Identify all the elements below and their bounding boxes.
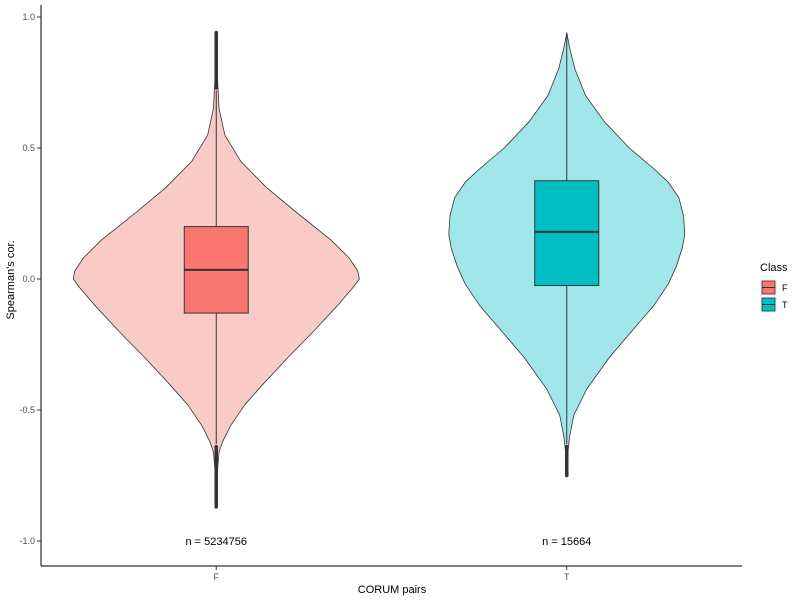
- y-tick-label: 1.0: [22, 12, 35, 22]
- y-tick-label: 0.0: [22, 274, 35, 284]
- n-label-F: n = 5234756: [186, 536, 247, 548]
- plot-area: n = 5234756 n = 15664: [72, 30, 686, 548]
- legend-key-F: F: [760, 279, 788, 296]
- outliers-low-T: [564, 444, 569, 478]
- outliers-high-F: [214, 30, 219, 90]
- y-tick-label: 0.5: [22, 143, 35, 153]
- box-T: [534, 180, 600, 287]
- legend-key-T: T: [760, 296, 788, 313]
- legend: Class FT: [760, 262, 788, 313]
- outlier-point: [214, 30, 219, 35]
- violin-group-T: n = 15664: [448, 32, 686, 548]
- axes: -1.0 -0.5 0.0 0.5 1.0 F T: [19, 5, 742, 582]
- legend-title: Class: [760, 262, 788, 274]
- outlier-point: [564, 444, 569, 449]
- x-tick-label: F: [214, 572, 220, 582]
- x-axis-title: CORUM pairs: [358, 584, 427, 596]
- y-axis-title: Spearman's cor.: [5, 240, 17, 319]
- n-label-T: n = 15664: [542, 536, 591, 548]
- violin-group-F: n = 5234756: [72, 30, 360, 548]
- y-tick-label: -0.5: [19, 405, 35, 415]
- outliers-low-F: [214, 444, 219, 509]
- legend-label: T: [782, 300, 788, 310]
- y-tick-label: -1.0: [19, 536, 35, 546]
- legend-label: F: [782, 283, 788, 293]
- x-tick-label: T: [564, 572, 570, 582]
- outlier-point: [214, 444, 219, 449]
